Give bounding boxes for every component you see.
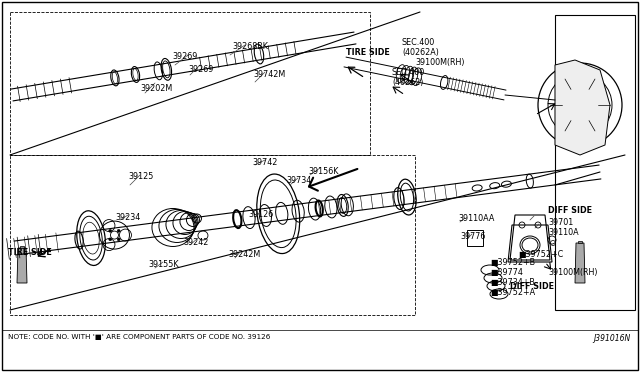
Text: 39742: 39742 [252, 158, 277, 167]
Text: SEC.400: SEC.400 [392, 68, 425, 77]
Text: (40262A): (40262A) [402, 48, 439, 57]
Text: (40262): (40262) [392, 78, 424, 87]
Text: 39100M(RH): 39100M(RH) [415, 58, 465, 67]
Circle shape [117, 238, 120, 241]
Text: 39126: 39126 [248, 210, 273, 219]
Text: ■39752+C: ■39752+C [518, 250, 563, 259]
Text: 39242: 39242 [183, 238, 209, 247]
Text: DIFF SIDE: DIFF SIDE [510, 282, 554, 291]
Text: 39269: 39269 [172, 52, 197, 61]
Polygon shape [20, 246, 24, 248]
Text: 39776: 39776 [460, 232, 485, 241]
Text: TIRE SIDE: TIRE SIDE [8, 248, 52, 257]
Text: 39100M(RH): 39100M(RH) [548, 268, 598, 277]
Polygon shape [555, 60, 610, 155]
Text: DIFF SIDE: DIFF SIDE [548, 206, 592, 215]
Polygon shape [17, 248, 27, 283]
Text: 39242M: 39242M [228, 250, 260, 259]
Text: 39125: 39125 [128, 172, 154, 181]
Text: ■39752+B: ■39752+B [490, 258, 535, 267]
Text: 39110AA: 39110AA [458, 214, 494, 223]
Text: 39110A: 39110A [548, 228, 579, 237]
Text: ■39774: ■39774 [490, 268, 523, 277]
Circle shape [109, 229, 112, 232]
Text: ■39734+B: ■39734+B [490, 278, 535, 287]
Text: SEC.400: SEC.400 [402, 38, 435, 47]
Text: 39742M: 39742M [253, 70, 285, 79]
Text: NOTE: CODE NO. WITH '■' ARE COMPONENT PARTS OF CODE NO. 39126: NOTE: CODE NO. WITH '■' ARE COMPONENT PA… [8, 334, 270, 340]
Text: TIRE SIDE: TIRE SIDE [346, 48, 390, 57]
Circle shape [109, 238, 112, 241]
Text: J391016N: J391016N [593, 334, 630, 343]
Text: 39234: 39234 [115, 213, 140, 222]
Text: 39701: 39701 [548, 218, 573, 227]
Text: 39269: 39269 [188, 65, 213, 74]
Text: 39155K: 39155K [148, 260, 179, 269]
Polygon shape [575, 243, 585, 283]
Text: 39268BK: 39268BK [232, 42, 268, 51]
Text: ■39752+A: ■39752+A [490, 288, 535, 297]
Text: 39734: 39734 [286, 176, 311, 185]
Text: 39156K: 39156K [308, 167, 339, 176]
Circle shape [117, 229, 120, 232]
Polygon shape [578, 241, 582, 243]
Text: 39202M: 39202M [140, 84, 172, 93]
